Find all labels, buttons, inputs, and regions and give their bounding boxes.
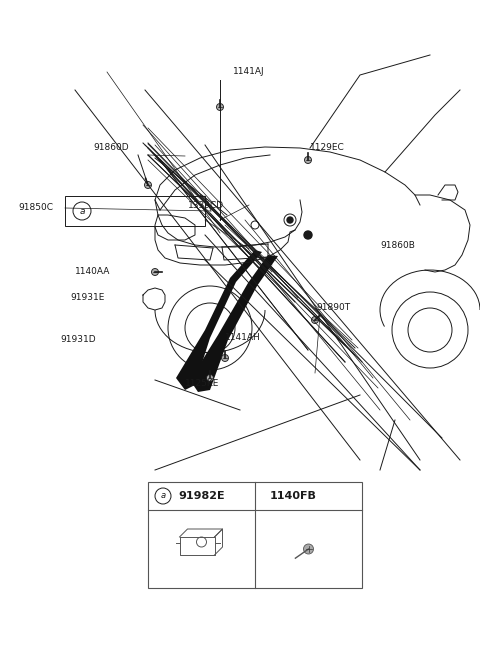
Polygon shape [176,250,262,390]
Circle shape [304,157,312,163]
Circle shape [287,217,293,223]
Circle shape [144,182,152,188]
Text: 91931E: 91931E [70,293,104,302]
Circle shape [221,354,228,361]
Text: 91931D: 91931D [60,335,96,344]
Circle shape [303,544,313,554]
Text: 1339CD: 1339CD [188,201,224,209]
Text: 1141AJ: 1141AJ [233,68,264,77]
Text: 1141AH: 1141AH [225,333,261,342]
Circle shape [206,375,214,382]
Text: a: a [160,491,166,501]
Text: 91890T: 91890T [316,304,350,312]
Text: 1140FB: 1140FB [270,491,317,501]
Text: 91860D: 91860D [93,144,129,152]
Circle shape [312,316,319,323]
Text: 91982E: 91982E [178,491,225,501]
Circle shape [304,231,312,239]
Text: 1129EC: 1129EC [310,144,345,152]
Text: 91860B: 91860B [380,241,415,249]
Text: a: a [79,207,85,216]
Text: 1140AA: 1140AA [75,268,110,276]
Circle shape [152,268,158,276]
Circle shape [216,104,224,110]
Bar [148,482,362,588]
Polygon shape [190,255,278,392]
Text: 1125KE: 1125KE [185,379,219,388]
Text: 91850C: 91850C [18,203,53,213]
